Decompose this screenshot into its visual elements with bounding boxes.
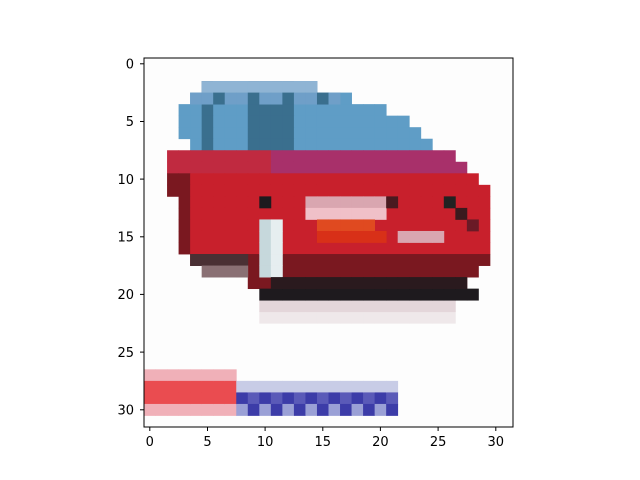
x-tick-label-10: 10 (257, 435, 274, 450)
x-tick-label-0: 0 (146, 435, 154, 450)
y-tick-label-30: 30 (117, 404, 134, 419)
y-axis: 0 5 10 15 20 25 30 (117, 58, 144, 419)
plot-frame (143, 57, 514, 428)
y-tick-label-20: 20 (117, 288, 134, 303)
x-tick-label-20: 20 (372, 435, 389, 450)
y-tick-label-10: 10 (117, 173, 134, 188)
y-tick-label-5: 5 (126, 115, 134, 130)
x-tick-label-25: 25 (430, 435, 447, 450)
y-tick-label-25: 25 (117, 346, 134, 361)
x-tick-label-5: 5 (203, 435, 211, 450)
x-axis: 0 5 10 15 20 25 30 (146, 427, 504, 450)
y-tick-label-0: 0 (126, 58, 134, 73)
car-pixel-image (144, 58, 514, 428)
x-tick-label-30: 30 (488, 435, 505, 450)
x-tick-label-15: 15 (315, 435, 332, 450)
y-tick-label-15: 15 (117, 231, 134, 246)
